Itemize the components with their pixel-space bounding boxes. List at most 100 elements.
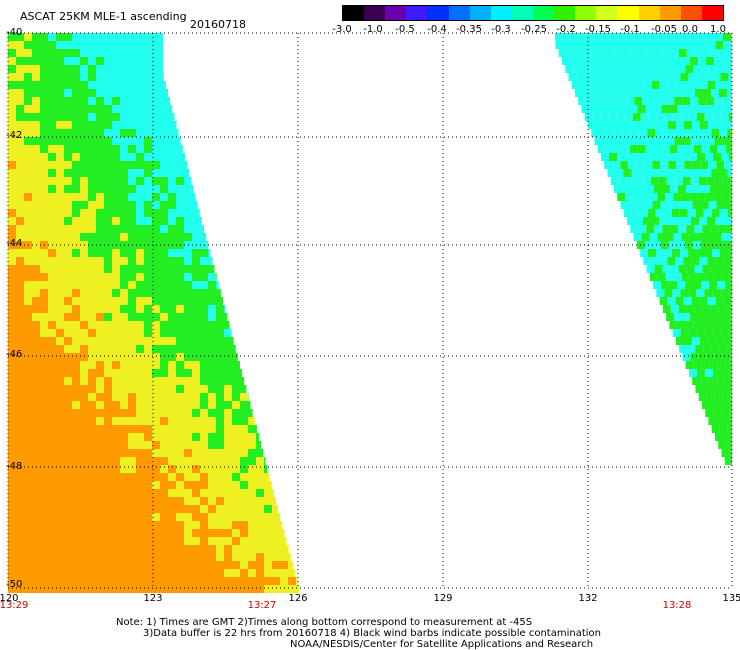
swath-cell — [669, 145, 678, 153]
swath-cell — [152, 81, 160, 89]
swath-cell — [264, 473, 270, 481]
swath-cell — [184, 569, 192, 577]
swath-cell — [48, 49, 56, 57]
swath-cell — [676, 161, 685, 169]
swath-cell — [644, 201, 653, 209]
swath-cell — [104, 353, 112, 361]
swath-cell — [64, 465, 72, 473]
swath-cell — [48, 249, 56, 257]
swath-cell — [144, 345, 152, 353]
swath-cell — [232, 465, 240, 473]
swath-cell — [24, 569, 32, 577]
swath-cell — [32, 265, 40, 273]
swath-cell — [144, 553, 152, 561]
swath-cell — [64, 193, 72, 201]
swath-cell — [136, 489, 144, 497]
swath-cell — [120, 505, 128, 513]
swath-cell — [104, 33, 112, 41]
swath-cell — [144, 369, 152, 377]
swath-cell — [613, 105, 622, 113]
swath-cell — [168, 161, 176, 169]
swath-cell — [200, 345, 208, 353]
swath-cell — [24, 521, 32, 529]
swath-cell — [88, 337, 96, 345]
swath-cell — [56, 257, 64, 265]
swath-cell — [64, 585, 72, 593]
swath-cell — [658, 97, 667, 105]
swath-cell — [200, 353, 208, 361]
swath-cell — [160, 545, 168, 553]
swath-cell — [80, 273, 88, 281]
swath-cell — [80, 169, 88, 177]
swath-cell — [32, 249, 40, 257]
swath-cell — [208, 561, 216, 569]
swath-cell — [224, 353, 232, 361]
swath-cell — [640, 153, 649, 161]
swath-cell — [192, 345, 200, 353]
swath-cell — [24, 81, 32, 89]
swath-cell — [56, 577, 64, 585]
swath-cell — [16, 273, 24, 281]
swath-cell — [136, 289, 144, 297]
swath-cell — [706, 137, 715, 145]
swath-cell — [152, 417, 160, 425]
swath-cell — [608, 153, 617, 161]
swath-cell — [160, 81, 166, 89]
swath-cell — [654, 265, 663, 273]
swath-cell — [72, 225, 80, 233]
swath-cell — [168, 497, 176, 505]
swath-cell — [622, 49, 631, 57]
swath-cell — [184, 321, 192, 329]
swath-cell — [682, 313, 691, 321]
swath-cell — [80, 465, 88, 473]
scale-swatch — [448, 6, 470, 20]
swath-cell — [56, 353, 64, 361]
swath-cell — [112, 465, 120, 473]
swath-cell — [96, 345, 104, 353]
swath-cell — [176, 345, 184, 353]
swath-cell — [665, 57, 674, 65]
swath-cell — [679, 345, 688, 353]
swath-cell — [32, 321, 40, 329]
swath-cell — [72, 529, 80, 537]
swath-cell — [667, 217, 676, 225]
swath-cell — [669, 105, 678, 113]
swath-cell — [128, 33, 136, 41]
swath-cell — [128, 297, 136, 305]
swath-cell — [152, 369, 160, 377]
swath-cell — [96, 201, 104, 209]
swath-cell — [136, 89, 144, 97]
swath-cell — [168, 321, 176, 329]
swath-cell — [652, 201, 661, 209]
swath-cell — [703, 385, 712, 393]
swath-cell — [96, 569, 104, 577]
swath-cell — [88, 81, 96, 89]
swath-cell — [8, 433, 16, 441]
swath-cell — [40, 89, 48, 97]
swath-cell — [638, 185, 647, 193]
swath-cell — [120, 497, 128, 505]
swath-cell — [200, 529, 208, 537]
swath-cell — [184, 369, 192, 377]
swath-cell — [88, 345, 96, 353]
swath-cell — [248, 425, 256, 433]
swath-cell — [576, 73, 585, 81]
swath-cell — [40, 569, 48, 577]
scale-label: -1.0 — [363, 24, 383, 35]
swath-cell — [120, 177, 128, 185]
swath-cell — [24, 473, 32, 481]
swath-cell — [708, 417, 717, 425]
swath-cell — [200, 297, 208, 305]
swath-cell — [184, 209, 192, 217]
swath-cell — [128, 177, 136, 185]
swath-cell — [128, 185, 136, 193]
swath-cell — [80, 97, 88, 105]
swath-cell — [16, 121, 24, 129]
swath-cell — [168, 417, 176, 425]
swath-cell — [688, 113, 697, 121]
swath-cell — [8, 209, 16, 217]
swath-cell — [104, 497, 112, 505]
swath-cell — [48, 129, 56, 137]
swath-cell — [616, 153, 625, 161]
swath-cell — [602, 137, 611, 145]
